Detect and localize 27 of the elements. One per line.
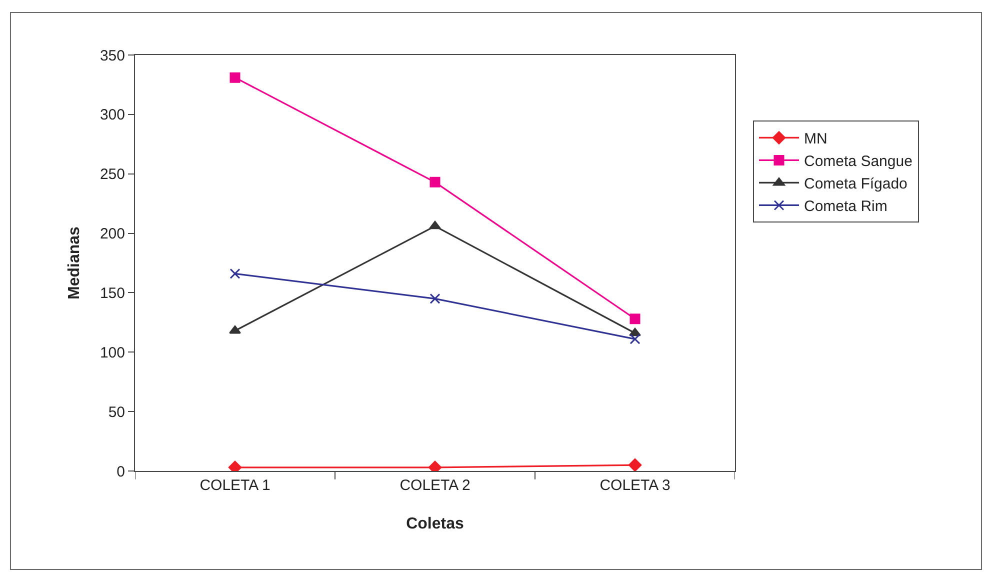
point [230, 72, 240, 83]
y-tick-label: 150 [100, 284, 125, 302]
x-tick-label: COLETA 2 [400, 477, 470, 494]
point [430, 176, 440, 188]
y-tick-label: 100 [100, 344, 125, 362]
x-tick-label: COLETA 3 [600, 477, 670, 494]
y-tick-label: 0 [116, 463, 125, 480]
point [230, 268, 240, 279]
x-axis-title: Coletas [406, 516, 464, 533]
point [229, 326, 241, 334]
y-tick-label: 50 [108, 404, 125, 421]
point [628, 458, 642, 471]
y-tick-label: 200 [100, 226, 125, 243]
y-tick-label: 250 [100, 166, 125, 184]
point [430, 293, 440, 304]
point [429, 220, 441, 230]
legend-label: Cometa Rim [804, 198, 888, 216]
legend-label: Cometa Sangue [804, 153, 912, 170]
legend-label: MN [804, 130, 828, 148]
y-tick-label: 350 [100, 47, 125, 64]
point [630, 334, 640, 344]
y-tick-label: 300 [100, 106, 125, 124]
y-axis-title: Medianas [66, 226, 83, 300]
x-tick-label: COLETA 1 [200, 477, 270, 494]
legend-label: Cometa Fígado [804, 176, 908, 193]
point [630, 314, 640, 324]
point [629, 328, 641, 336]
